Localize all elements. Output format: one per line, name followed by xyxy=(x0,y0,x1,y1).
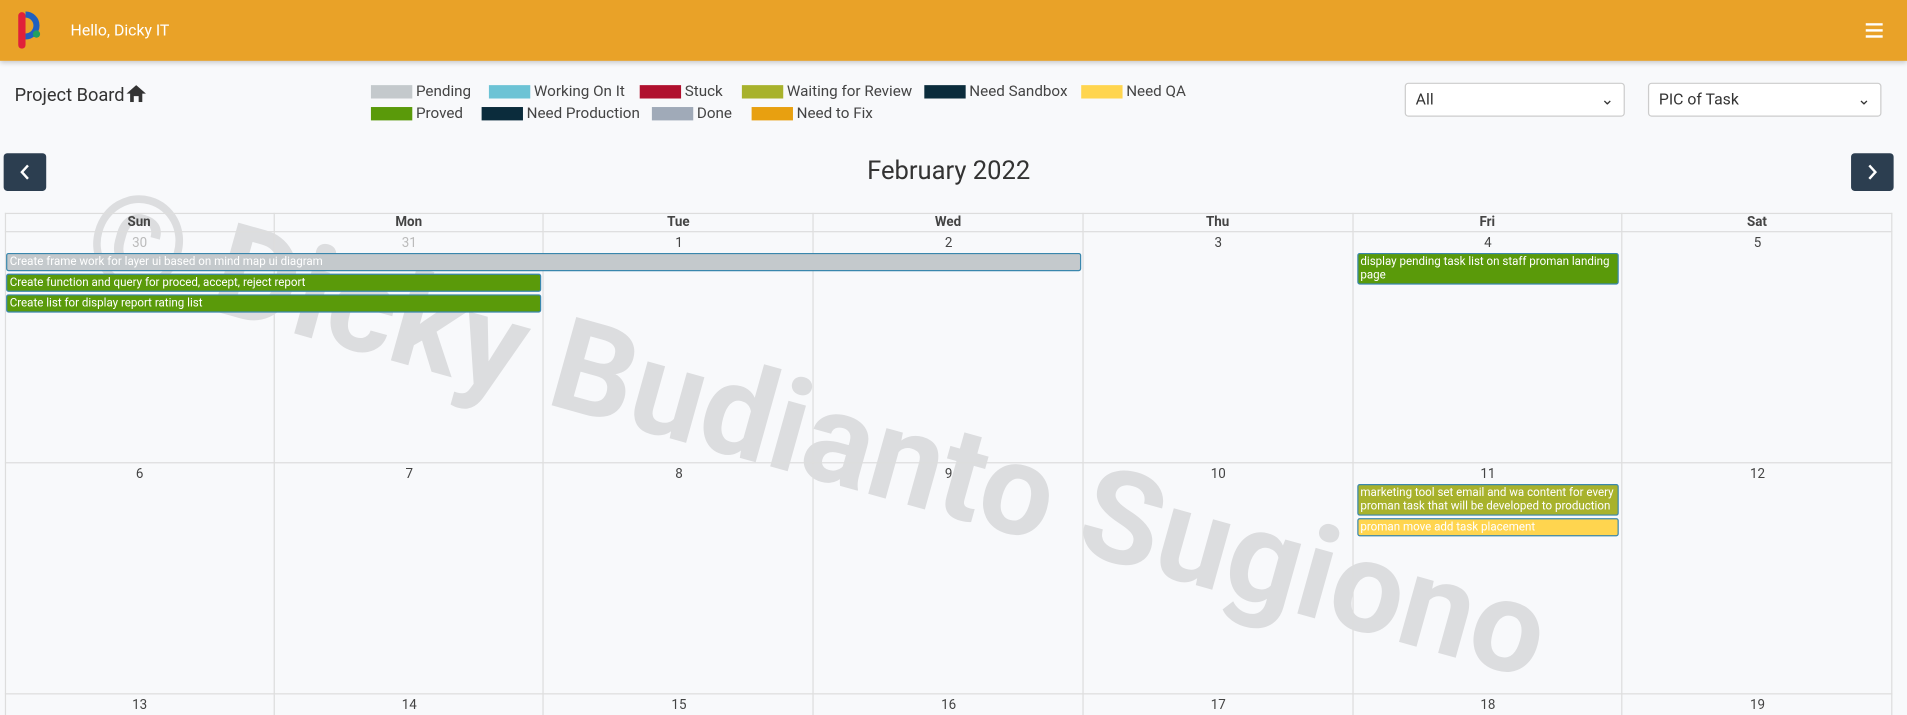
day-number: 10 xyxy=(1210,465,1226,482)
event[interactable]: display pending task list on staff proma… xyxy=(1356,252,1620,285)
day-cell xyxy=(814,694,1084,715)
day-cell xyxy=(4,232,275,464)
legend-swatch xyxy=(488,85,531,99)
day-number: 3 xyxy=(1214,234,1223,251)
day-number: 13 xyxy=(132,696,148,713)
day-cell xyxy=(1083,694,1354,715)
legend-swatch xyxy=(751,107,793,121)
logo[interactable] xyxy=(15,10,51,51)
legend-swatch xyxy=(741,85,784,99)
legend-swatch xyxy=(370,85,413,99)
event[interactable]: marketing tool set email and wa content … xyxy=(1356,484,1620,516)
day-number: 8 xyxy=(675,465,683,482)
day-cell xyxy=(813,463,1084,695)
day-number: 15 xyxy=(671,696,687,713)
calendar-frame xyxy=(4,212,1893,715)
day-cell xyxy=(1353,232,1623,464)
day-cell xyxy=(4,463,275,695)
day-number: 14 xyxy=(401,696,417,713)
day-cell xyxy=(544,463,814,695)
day-cell xyxy=(1083,463,1354,695)
day-number: 16 xyxy=(941,696,957,713)
day-number: 17 xyxy=(1210,696,1226,713)
filter-text: PIC of Task xyxy=(1658,91,1739,110)
weekday-header: Thu xyxy=(1083,212,1354,233)
event[interactable]: Create list for display report rating li… xyxy=(6,294,542,313)
day-cell xyxy=(1622,232,1893,464)
event[interactable]: proman move add task placement xyxy=(1356,518,1620,537)
day-number: 11 xyxy=(1480,465,1496,482)
home-icon[interactable] xyxy=(126,85,146,103)
event[interactable]: Create frame work for layer ui based on … xyxy=(6,252,1082,272)
board-title: Project Board xyxy=(14,83,125,106)
legend-swatch xyxy=(481,107,523,121)
day-cell xyxy=(274,232,545,464)
legend-swatch xyxy=(1081,85,1123,99)
day-number: 5 xyxy=(1753,234,1762,251)
pic-filter[interactable]: PIC of Task ⌄ xyxy=(1647,82,1882,117)
day-cell xyxy=(1083,232,1354,464)
header: Hello, Dicky IT xyxy=(0,0,1907,61)
prev-button[interactable] xyxy=(3,153,47,191)
day-number: 7 xyxy=(405,465,414,482)
weekday-header: Sun xyxy=(4,212,275,233)
day-number: 4 xyxy=(1484,234,1492,251)
legend-label: Need Sandbox xyxy=(969,82,1068,101)
day-number: 2 xyxy=(944,234,953,251)
legend-swatch xyxy=(639,85,682,99)
day-number: 18 xyxy=(1480,696,1496,713)
day-number: 30 xyxy=(132,234,148,251)
day-cell xyxy=(544,694,814,715)
filter-text: All xyxy=(1415,91,1434,110)
legend-label: Need to Fix xyxy=(796,104,873,123)
weekday-header: Fri xyxy=(1353,212,1623,233)
day-number: 1 xyxy=(675,234,683,251)
legend-label: Pending xyxy=(415,82,472,101)
day-cell xyxy=(1623,694,1893,715)
day-cell xyxy=(544,232,814,464)
legend-swatch xyxy=(370,107,413,121)
legend-label: Proved xyxy=(415,104,464,123)
next-button[interactable] xyxy=(1851,153,1894,191)
weekday-header: Tue xyxy=(544,212,814,233)
day-cell xyxy=(1622,463,1893,695)
weekday-header: Wed xyxy=(813,212,1084,233)
day-number: 31 xyxy=(401,234,417,251)
month-title: February 2022 xyxy=(867,156,1031,187)
legend-label: Waiting for Review xyxy=(786,82,913,101)
greeting: Hello, Dicky IT xyxy=(70,21,170,41)
event[interactable]: Create function and query for proced, ac… xyxy=(6,273,542,292)
legend-label: Need QA xyxy=(1126,82,1186,101)
legend-label: Stuck xyxy=(684,82,723,101)
weekday-header: Sat xyxy=(1622,212,1893,233)
day-cell xyxy=(1353,694,1623,715)
day-cell xyxy=(5,694,275,715)
legend-label: Done xyxy=(696,104,733,123)
day-cell xyxy=(275,694,545,715)
day-number: 9 xyxy=(944,465,953,482)
menu-button[interactable] xyxy=(1865,23,1884,39)
legend-label: Working On It xyxy=(533,82,625,101)
day-cell xyxy=(813,232,1084,464)
day-number: 6 xyxy=(135,465,144,482)
legend-swatch xyxy=(924,85,966,99)
legend-swatch xyxy=(651,107,694,121)
day-number: 19 xyxy=(1750,696,1766,713)
day-cell xyxy=(1353,463,1623,695)
day-number: 12 xyxy=(1750,465,1766,482)
day-cell xyxy=(274,463,545,695)
weekday-header: Mon xyxy=(274,212,545,233)
status-filter[interactable]: All ⌄ xyxy=(1404,82,1625,117)
legend-label: Need Production xyxy=(526,104,640,123)
